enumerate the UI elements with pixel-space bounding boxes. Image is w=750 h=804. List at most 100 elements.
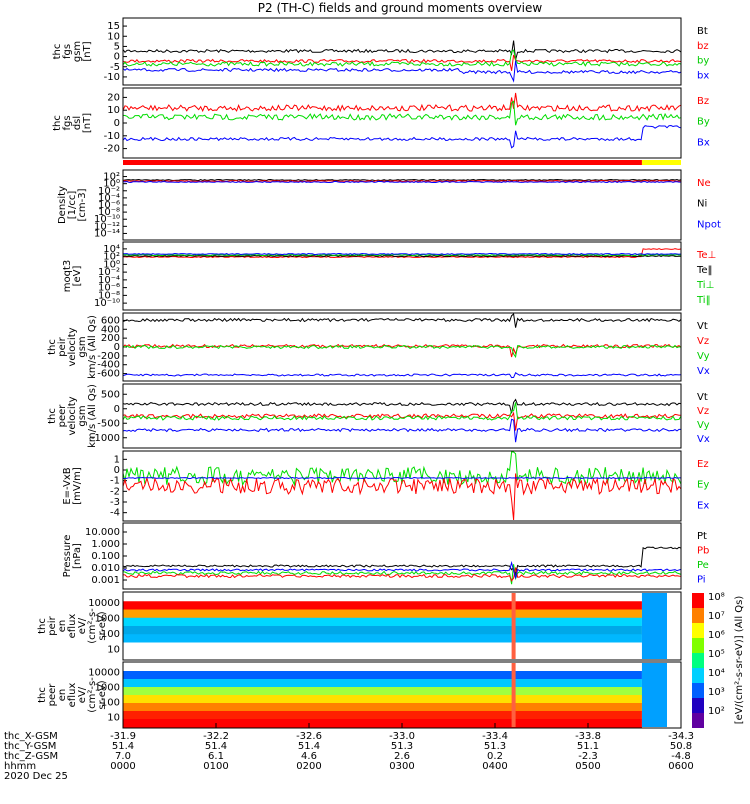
series-Pt xyxy=(122,546,682,577)
colorbar-tick: 10⁵ xyxy=(708,649,725,660)
series-by xyxy=(122,49,682,67)
series-peer-Vz xyxy=(122,411,682,431)
panel-frame xyxy=(122,450,682,522)
ylabel-line: peir xyxy=(47,615,58,635)
panel-peer-vel: 500 0 -500 -1000 thc peer velocity gsm km/s (All… xyxy=(47,384,710,448)
ytick-label: 100 xyxy=(101,698,120,709)
ytick-label: 1000 xyxy=(95,683,120,694)
ylabel-line: thc xyxy=(52,44,63,60)
footer-value: 0500 xyxy=(575,761,600,772)
spectrogram-band xyxy=(123,711,642,720)
series-bx xyxy=(122,60,682,83)
ytick-label: 10⁻⁶ xyxy=(98,200,120,211)
ylabel-line: [1/cc] xyxy=(67,191,78,220)
series-Bx xyxy=(122,124,682,149)
footer-value: 51.1 xyxy=(577,741,599,752)
spectrogram-band xyxy=(123,679,642,688)
colorbar-tick: 10⁷ xyxy=(708,611,725,622)
ytick-label: 10 xyxy=(107,105,120,116)
ytick-label: 10000 xyxy=(88,598,120,609)
ylabel-line: dsl xyxy=(72,116,83,130)
ylabel-line: thc xyxy=(37,618,48,634)
series-Ez xyxy=(122,473,682,521)
ytick-label: 10⁻² xyxy=(98,186,120,197)
series-Ne xyxy=(122,179,682,183)
ylabel-line: (cm²-s- xyxy=(87,677,98,713)
spectrogram-tail xyxy=(641,663,667,727)
colorbar-segment xyxy=(692,653,704,668)
ytick-label: -4 xyxy=(110,508,120,519)
footer-value: 0100 xyxy=(203,761,228,772)
colorbar-tick: 10⁸ xyxy=(708,592,725,603)
footer-row-label: thc_X-GSM xyxy=(4,731,58,742)
panel-frame xyxy=(122,169,682,241)
ytick-label: 10⁰ xyxy=(103,259,120,270)
spectrogram-band xyxy=(123,719,642,728)
colorbar-segment xyxy=(692,713,704,728)
ytick-label: 1000 xyxy=(95,613,120,624)
legend-Vy: Vy xyxy=(697,420,710,431)
ytick-label: 10000 xyxy=(88,668,120,679)
footer-value: -33.0 xyxy=(389,731,415,742)
series-Pb xyxy=(122,567,682,582)
footer-value: -32.6 xyxy=(296,731,322,742)
legend-Ti⊥: Ti⊥ xyxy=(696,280,714,291)
ytick-label: 10 xyxy=(107,644,120,655)
ytick-label: 0 xyxy=(114,465,120,476)
ylabel-line: Density xyxy=(57,186,68,224)
footer-value: 51.4 xyxy=(112,741,134,752)
ylabel-line: velocity xyxy=(67,396,78,435)
colorbar-segment xyxy=(692,668,704,683)
panel-fgs-dsl: 20 10 0 -10 -20 thc fgs dsl [nT] Bz By Bx xyxy=(52,92,710,154)
panel-frame xyxy=(122,17,682,86)
series-peir-Vt xyxy=(122,313,682,328)
ytick-label: 10² xyxy=(103,172,120,183)
panel-frame xyxy=(122,383,682,449)
ytick-label: -400 xyxy=(97,360,120,371)
ytick-label: 200 xyxy=(101,333,120,344)
series-peer-Vt xyxy=(122,398,682,414)
footer-value: -4.8 xyxy=(671,751,691,762)
ytick-label: 10⁴ xyxy=(103,244,120,255)
colorbar-tick: 10³ xyxy=(708,687,725,698)
footer-row-label: thc_Z-GSM xyxy=(4,751,58,762)
legend-bz: bz xyxy=(697,41,709,52)
panel-frame xyxy=(122,87,682,159)
footer-value: 0600 xyxy=(668,761,693,772)
ytick-label: 10⁻⁸ xyxy=(98,290,120,301)
legend-bx: bx xyxy=(697,70,709,81)
ytick-label: 0 xyxy=(114,118,120,129)
panel-frame xyxy=(122,312,682,382)
ytick-label: 0.010 xyxy=(91,563,120,574)
legend-Pe: Pe xyxy=(697,560,709,571)
spectrogram-band xyxy=(123,671,642,680)
spectrogram-band xyxy=(123,703,642,712)
spectrogram-band xyxy=(123,642,642,652)
panel-frame xyxy=(122,522,682,590)
ytick-label: 10⁻⁴ xyxy=(98,275,120,286)
colorbar-segment xyxy=(692,623,704,638)
spectrogram-spike xyxy=(511,663,516,727)
footer-row-label: hhmm xyxy=(4,761,36,772)
footer-row-label: 2020 Dec 25 xyxy=(4,771,68,782)
ylabel-line: gsm xyxy=(72,41,83,62)
ytick-label: -5 xyxy=(110,62,120,73)
footer-value: 0000 xyxy=(110,761,135,772)
spectrogram-band xyxy=(123,601,642,610)
ylabel-line: fgs xyxy=(62,115,73,130)
ylabel-line: [cm-3] xyxy=(77,188,88,221)
ylabel-line: fgs xyxy=(62,44,73,59)
spectrogram-band xyxy=(123,695,642,704)
colorbar-tick: 10⁴ xyxy=(708,668,725,679)
legend-Ez: Ez xyxy=(697,459,709,470)
ytick-label: 100 xyxy=(101,629,120,640)
ylabel-line: thc xyxy=(37,687,48,703)
panel-efield: 10-1-2-3-4 E=-VxB [mV/m] Ez Ey Ex xyxy=(62,454,709,518)
series-bz xyxy=(122,54,682,71)
peer-spectrogram xyxy=(123,663,667,728)
ytick-label: 600 xyxy=(101,315,120,326)
plot-title: P2 (TH-C) fields and ground moments over… xyxy=(258,1,543,15)
series-Ti-perp xyxy=(122,253,681,257)
